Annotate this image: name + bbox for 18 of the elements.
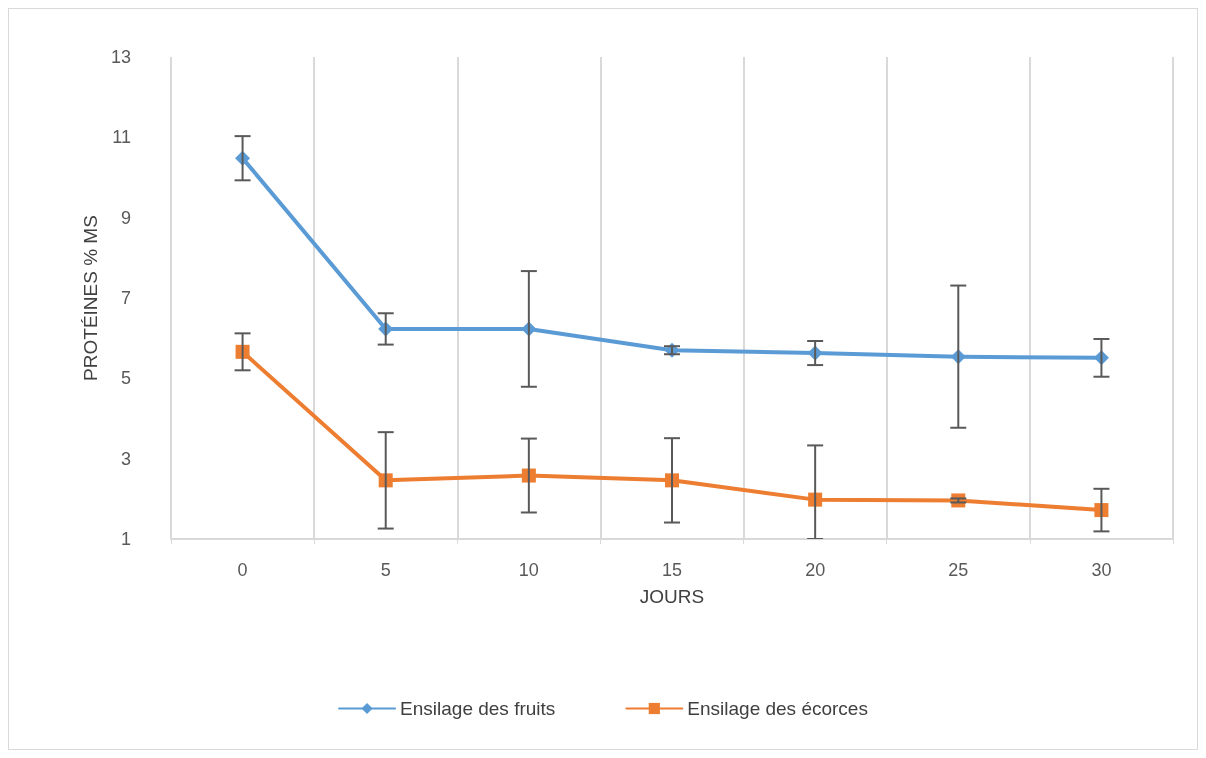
y-tick-label: 1 [120, 529, 131, 549]
x-tick-label: 15 [661, 560, 683, 580]
y-tick-label: 3 [120, 448, 131, 469]
x-tick-label: 0 [237, 560, 248, 580]
y-tick-label: 13 [110, 47, 131, 67]
x-axis-title: JOURS [639, 586, 705, 607]
y-tick-label: 9 [120, 207, 131, 228]
x-tick-label: 10 [518, 560, 539, 580]
legend-label: Ensilage des fruits [400, 698, 556, 719]
x-tick-label: 5 [380, 560, 391, 580]
y-tick-label: 5 [120, 368, 131, 389]
y-tick-label: 11 [112, 127, 131, 148]
x-tick-label: 20 [805, 560, 826, 580]
y-tick-label: 7 [120, 288, 131, 308]
legend-label: Ensilage des écorces [687, 698, 868, 719]
x-tick-label: 30 [1091, 560, 1112, 580]
x-tick-label: 25 [948, 560, 969, 580]
y-axis-title: PROTÉINES % MS [80, 215, 102, 381]
